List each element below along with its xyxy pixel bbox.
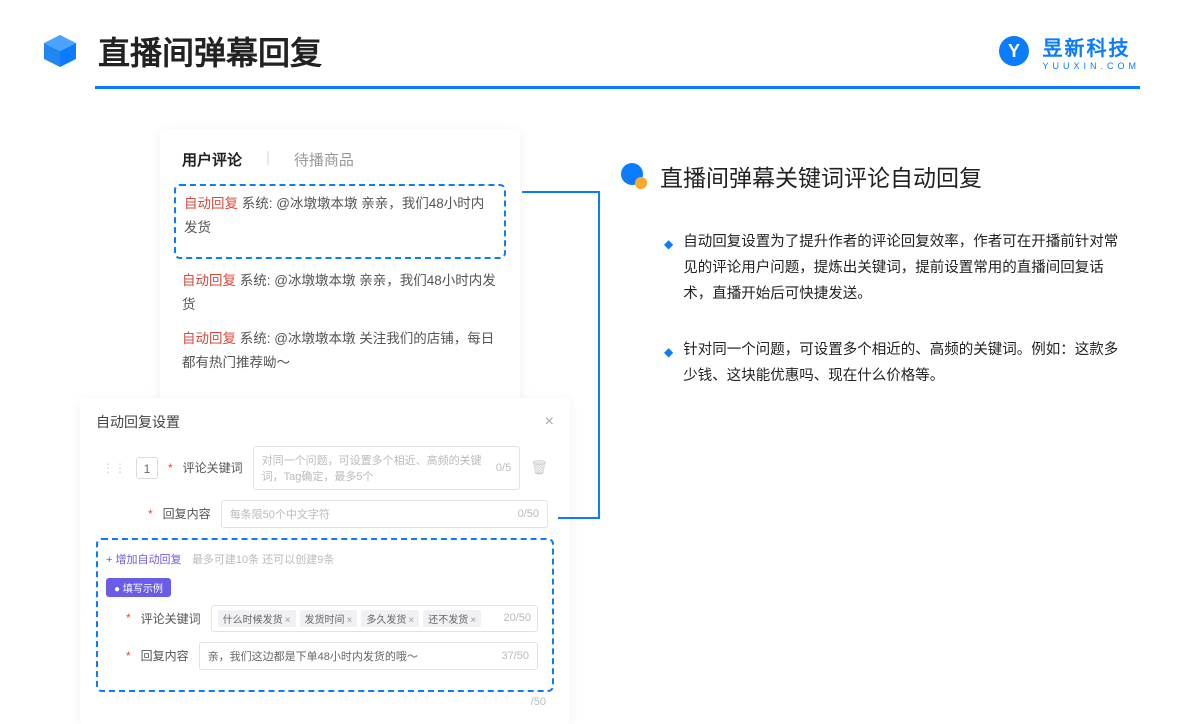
description-panel: 直播间弹幕关键词评论自动回复 ◆ 自动回复设置为了提升作者的评论回复效率，作者可… <box>620 129 1120 724</box>
section-title: 直播间弹幕关键词评论自动回复 <box>660 159 982 193</box>
required-icon: * <box>168 461 173 475</box>
example-keyword-input[interactable]: 什么时候发货× 发货时间× 多久发货× 还不发货× 20/50 <box>211 605 538 632</box>
chip: 什么时候发货× <box>218 610 296 627</box>
required-icon: * <box>126 611 131 625</box>
page-title: 直播间弹幕回复 <box>98 28 322 74</box>
tab-separator: | <box>266 149 270 170</box>
diamond-icon: ◆ <box>664 234 673 307</box>
delete-icon[interactable]: 🗑 <box>530 459 548 476</box>
bullet-point: ◆ 自动回复设置为了提升作者的评论回复效率，作者可在开播前针对常见的评论用户问题… <box>620 229 1120 307</box>
auto-reply-tag: 自动回复 <box>182 331 236 346</box>
page-header: 直播间弹幕回复 Y 昱新科技 YUUXIN.COM <box>0 0 1180 74</box>
index-input[interactable]: 1 <box>136 457 158 479</box>
required-icon: * <box>148 507 153 521</box>
bullet-text: 自动回复设置为了提升作者的评论回复效率，作者可在开播前针对常见的评论用户问题，提… <box>683 229 1120 307</box>
content-input[interactable]: 每条限50个中文字符0/50 <box>221 500 548 528</box>
chip: 多久发货× <box>361 610 419 627</box>
connector-line <box>598 191 600 519</box>
diamond-icon: ◆ <box>664 342 673 389</box>
brand-name: 昱新科技 <box>1042 38 1130 60</box>
add-hint: 最多可建10条 还可以创建9条 <box>192 554 334 566</box>
connector-line <box>558 517 600 519</box>
example-badge: ● 填写示例 <box>106 578 171 597</box>
brand-logo: Y 昱新科技 YUUXIN.COM <box>996 32 1140 71</box>
brand-icon: Y <box>996 33 1032 69</box>
example-content-label: 回复内容 <box>141 647 189 664</box>
comment-row: 自动回复 系统: @冰墩墩本墩 亲亲，我们48小时内发货 <box>182 269 498 318</box>
bullet-point: ◆ 针对同一个问题，可设置多个相近的、高频的关键词。例如：这款多少钱、这块能优惠… <box>620 337 1120 389</box>
chip: 发货时间× <box>300 610 358 627</box>
comments-card: 用户评论 | 待播商品 自动回复 系统: @冰墩墩本墩 亲亲，我们48小时内发货… <box>160 129 520 408</box>
auto-reply-tag: 自动回复 <box>184 196 238 211</box>
comment-row: 自动回复 系统: @冰墩墩本墩 关注我们的店铺，每日都有热门推荐呦～ <box>182 327 498 376</box>
highlighted-example-section: + 增加自动回复 最多可建10条 还可以创建9条 ● 填写示例 * 评论关键词 … <box>96 538 554 692</box>
chip: 还不发货× <box>423 610 481 627</box>
close-icon[interactable]: × <box>545 413 554 431</box>
tab-user-comments[interactable]: 用户评论 <box>182 149 242 170</box>
extra-counter: /50 <box>96 692 554 708</box>
required-icon: * <box>126 649 131 663</box>
cube-icon <box>40 31 80 71</box>
auto-reply-tag: 自动回复 <box>182 273 236 288</box>
brand-sub: YUUXIN.COM <box>1042 61 1140 71</box>
tab-pending-products[interactable]: 待播商品 <box>294 149 354 170</box>
svg-text:Y: Y <box>1008 41 1020 61</box>
keyword-input[interactable]: 对同一个问题，可设置多个相近、高频的关键词，Tag确定，最多5个0/5 <box>253 446 521 490</box>
example-content-input[interactable]: 亲，我们这边都是下单48小时内发货的哦～37/50 <box>199 642 538 670</box>
chat-bubble-icon <box>620 162 648 190</box>
highlighted-comment: 自动回复 系统: @冰墩墩本墩 亲亲，我们48小时内发货 <box>174 184 506 259</box>
settings-modal: 自动回复设置 × ⋮⋮ 1 * 评论关键词 对同一个问题，可设置多个相近、高频的… <box>80 398 570 724</box>
bullet-text: 针对同一个问题，可设置多个相近的、高频的关键词。例如：这款多少钱、这块能优惠吗、… <box>683 337 1120 389</box>
modal-title: 自动回复设置 <box>96 412 180 432</box>
drag-handle-icon[interactable]: ⋮⋮ <box>102 461 126 475</box>
connector-line <box>522 191 600 193</box>
keyword-label: 评论关键词 <box>183 459 243 476</box>
add-reply-link[interactable]: + 增加自动回复 <box>106 554 181 566</box>
example-keyword-label: 评论关键词 <box>141 610 201 627</box>
screenshot-mockup: 用户评论 | 待播商品 自动回复 系统: @冰墩墩本墩 亲亲，我们48小时内发货… <box>80 129 560 724</box>
content-label: 回复内容 <box>163 505 211 522</box>
